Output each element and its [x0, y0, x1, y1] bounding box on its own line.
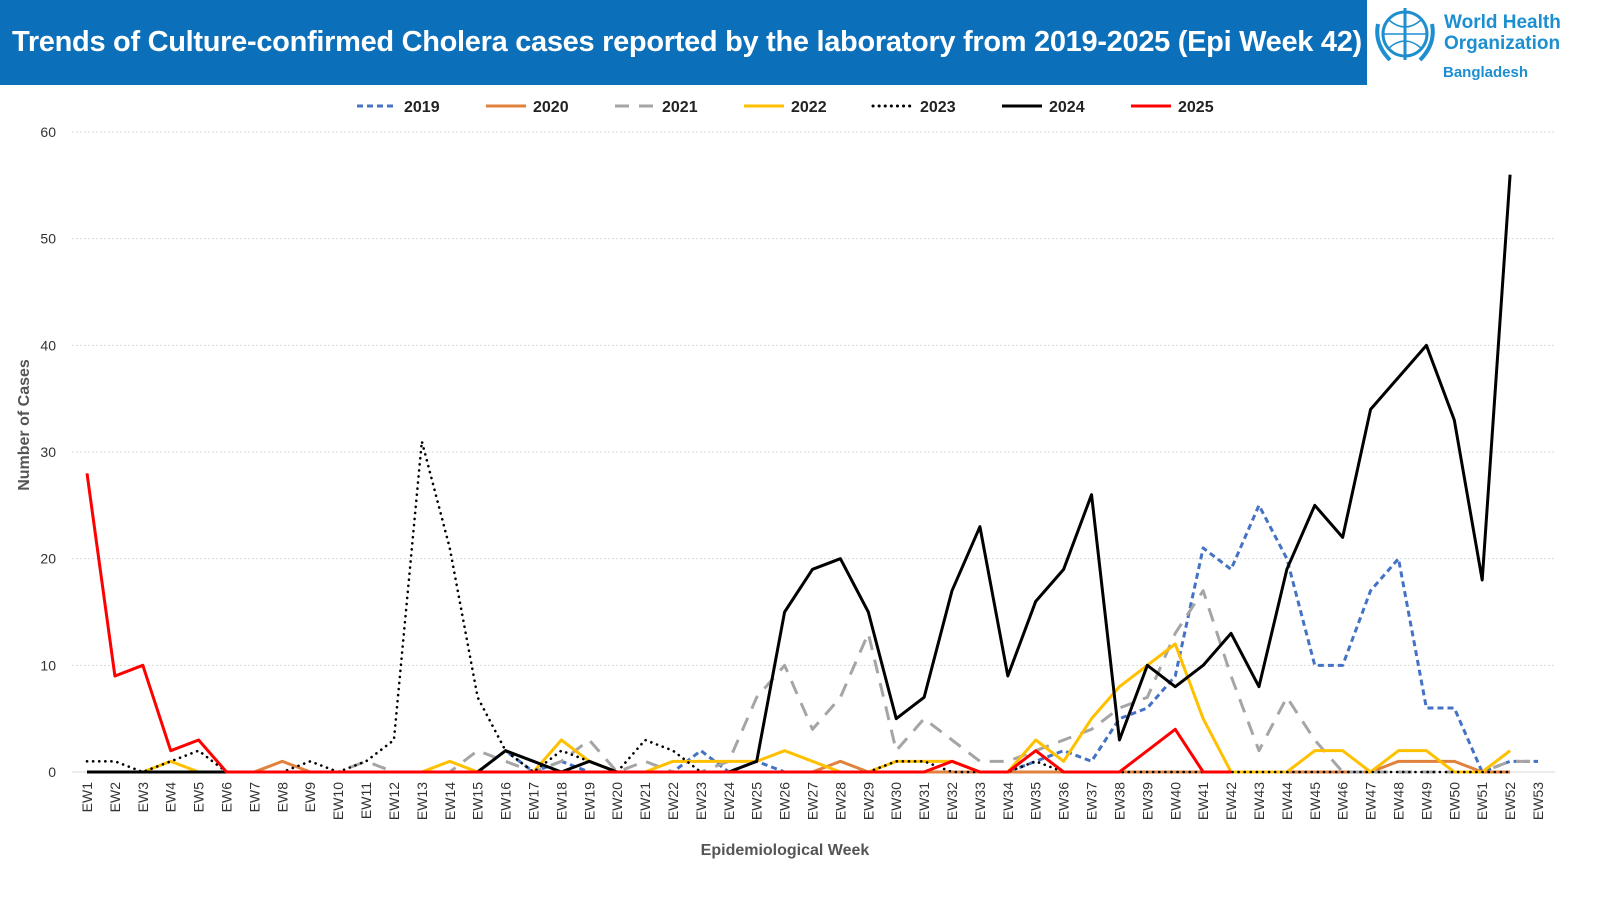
- legend-label: 2020: [533, 99, 569, 116]
- x-tick-label: EW28: [832, 782, 848, 820]
- x-tick-label: EW16: [498, 782, 514, 820]
- x-tick-label: EW21: [637, 782, 653, 820]
- x-tick-label: EW2: [107, 782, 123, 813]
- logo-text: World Health Organization: [1444, 12, 1561, 54]
- series-line-2024: [87, 174, 1512, 774]
- x-tick-label: EW44: [1279, 782, 1295, 820]
- x-tick-label: EW45: [1307, 782, 1323, 820]
- x-tick-label: EW43: [1251, 782, 1267, 820]
- y-tick-label: 50: [40, 231, 56, 247]
- title-banner: Trends of Culture-confirmed Cholera case…: [0, 0, 1367, 85]
- x-tick-label: EW37: [1084, 782, 1100, 820]
- x-tick-label: EW8: [274, 782, 290, 813]
- series-line-2023: [85, 440, 1512, 774]
- x-tick-label: EW49: [1418, 782, 1434, 820]
- x-tick-label: EW40: [1167, 782, 1183, 820]
- x-tick-label: EW42: [1223, 782, 1239, 820]
- x-tick-label: EW5: [191, 782, 207, 813]
- x-tick-label: EW47: [1363, 782, 1379, 820]
- legend-label: 2024: [1049, 99, 1085, 116]
- x-axis-label: Epidemiological Week: [701, 842, 870, 859]
- y-tick-label: 20: [40, 551, 56, 567]
- x-tick-label: EW17: [525, 782, 541, 820]
- legend-label: 2023: [920, 99, 956, 116]
- x-tick-label: EW46: [1335, 782, 1351, 820]
- y-tick-label: 30: [40, 444, 56, 460]
- x-tick-label: EW25: [749, 782, 765, 820]
- y-axis-label: Number of Cases: [16, 359, 33, 491]
- line-chart: 0 10 20 30 40 50 60 EW1 EW2 EW3 EW4 EW5 EW6 EW7 EW8 EW9…: [16, 99, 1555, 859]
- x-tick-label: EW27: [805, 782, 821, 820]
- who-emblem-icon: [1375, 8, 1435, 62]
- x-tick-label: EW22: [665, 782, 681, 820]
- x-tick-label: EW7: [246, 782, 262, 813]
- series-line-2025: [85, 473, 1232, 774]
- x-tick-label: EW13: [414, 782, 430, 820]
- x-tick-label: EW35: [1028, 782, 1044, 820]
- y-tick-label: 10: [40, 657, 56, 673]
- x-tick-label: EW41: [1195, 782, 1211, 820]
- x-tick-label: EW34: [1000, 782, 1016, 820]
- x-tick-label: EW10: [330, 782, 346, 820]
- x-tick-label: EW50: [1446, 782, 1462, 820]
- x-tick-label: EW53: [1530, 782, 1546, 820]
- x-tick-label: EW19: [581, 782, 597, 820]
- legend-label: 2022: [791, 99, 827, 116]
- x-tick-label: EW1: [79, 782, 95, 813]
- x-tick-label: EW52: [1502, 782, 1518, 820]
- x-tick-label: EW29: [860, 782, 876, 820]
- who-logo: World Health Organization Bangladesh: [1372, 4, 1600, 84]
- x-tick-label: EW6: [219, 782, 235, 813]
- legend-label: 2021: [662, 99, 698, 116]
- legend-label: 2025: [1178, 99, 1214, 116]
- x-tick-label: EW23: [693, 782, 709, 820]
- x-tick-label: EW4: [163, 782, 179, 813]
- legend-label: 2019: [404, 99, 440, 116]
- x-tick-label: EW9: [302, 782, 318, 813]
- y-tick-label: 0: [48, 764, 56, 780]
- x-tick-label: EW32: [944, 782, 960, 820]
- x-tick-label: EW3: [135, 782, 151, 813]
- series-line-2019: [87, 503, 1538, 774]
- x-tick-label: EW39: [1139, 782, 1155, 820]
- x-tick-label: EW36: [1056, 782, 1072, 820]
- x-tick-label: EW18: [553, 782, 569, 820]
- chart-title: Trends of Culture-confirmed Cholera case…: [12, 26, 1362, 58]
- x-tick-label: EW38: [1111, 782, 1127, 820]
- y-tick-label: 60: [40, 124, 56, 140]
- x-tick-label: EW15: [470, 782, 486, 820]
- x-tick-label: EW51: [1474, 782, 1490, 820]
- y-tick-label: 40: [40, 337, 56, 353]
- x-tick-label: EW26: [777, 782, 793, 820]
- x-tick-label: EW14: [442, 782, 458, 820]
- x-tick-label: EW11: [358, 782, 374, 819]
- x-tick-label: EW20: [609, 782, 625, 820]
- series-line-2022: [87, 642, 1512, 774]
- x-tick-label: EW24: [721, 782, 737, 820]
- x-tick-label: EW48: [1390, 782, 1406, 820]
- x-tick-label: EW33: [972, 782, 988, 820]
- x-tick-label: EW12: [386, 782, 402, 820]
- x-tick-label: EW31: [916, 782, 932, 820]
- x-tick-label: EW30: [888, 782, 904, 820]
- logo-country: Bangladesh: [1443, 64, 1529, 81]
- series-line-2021: [87, 589, 1538, 774]
